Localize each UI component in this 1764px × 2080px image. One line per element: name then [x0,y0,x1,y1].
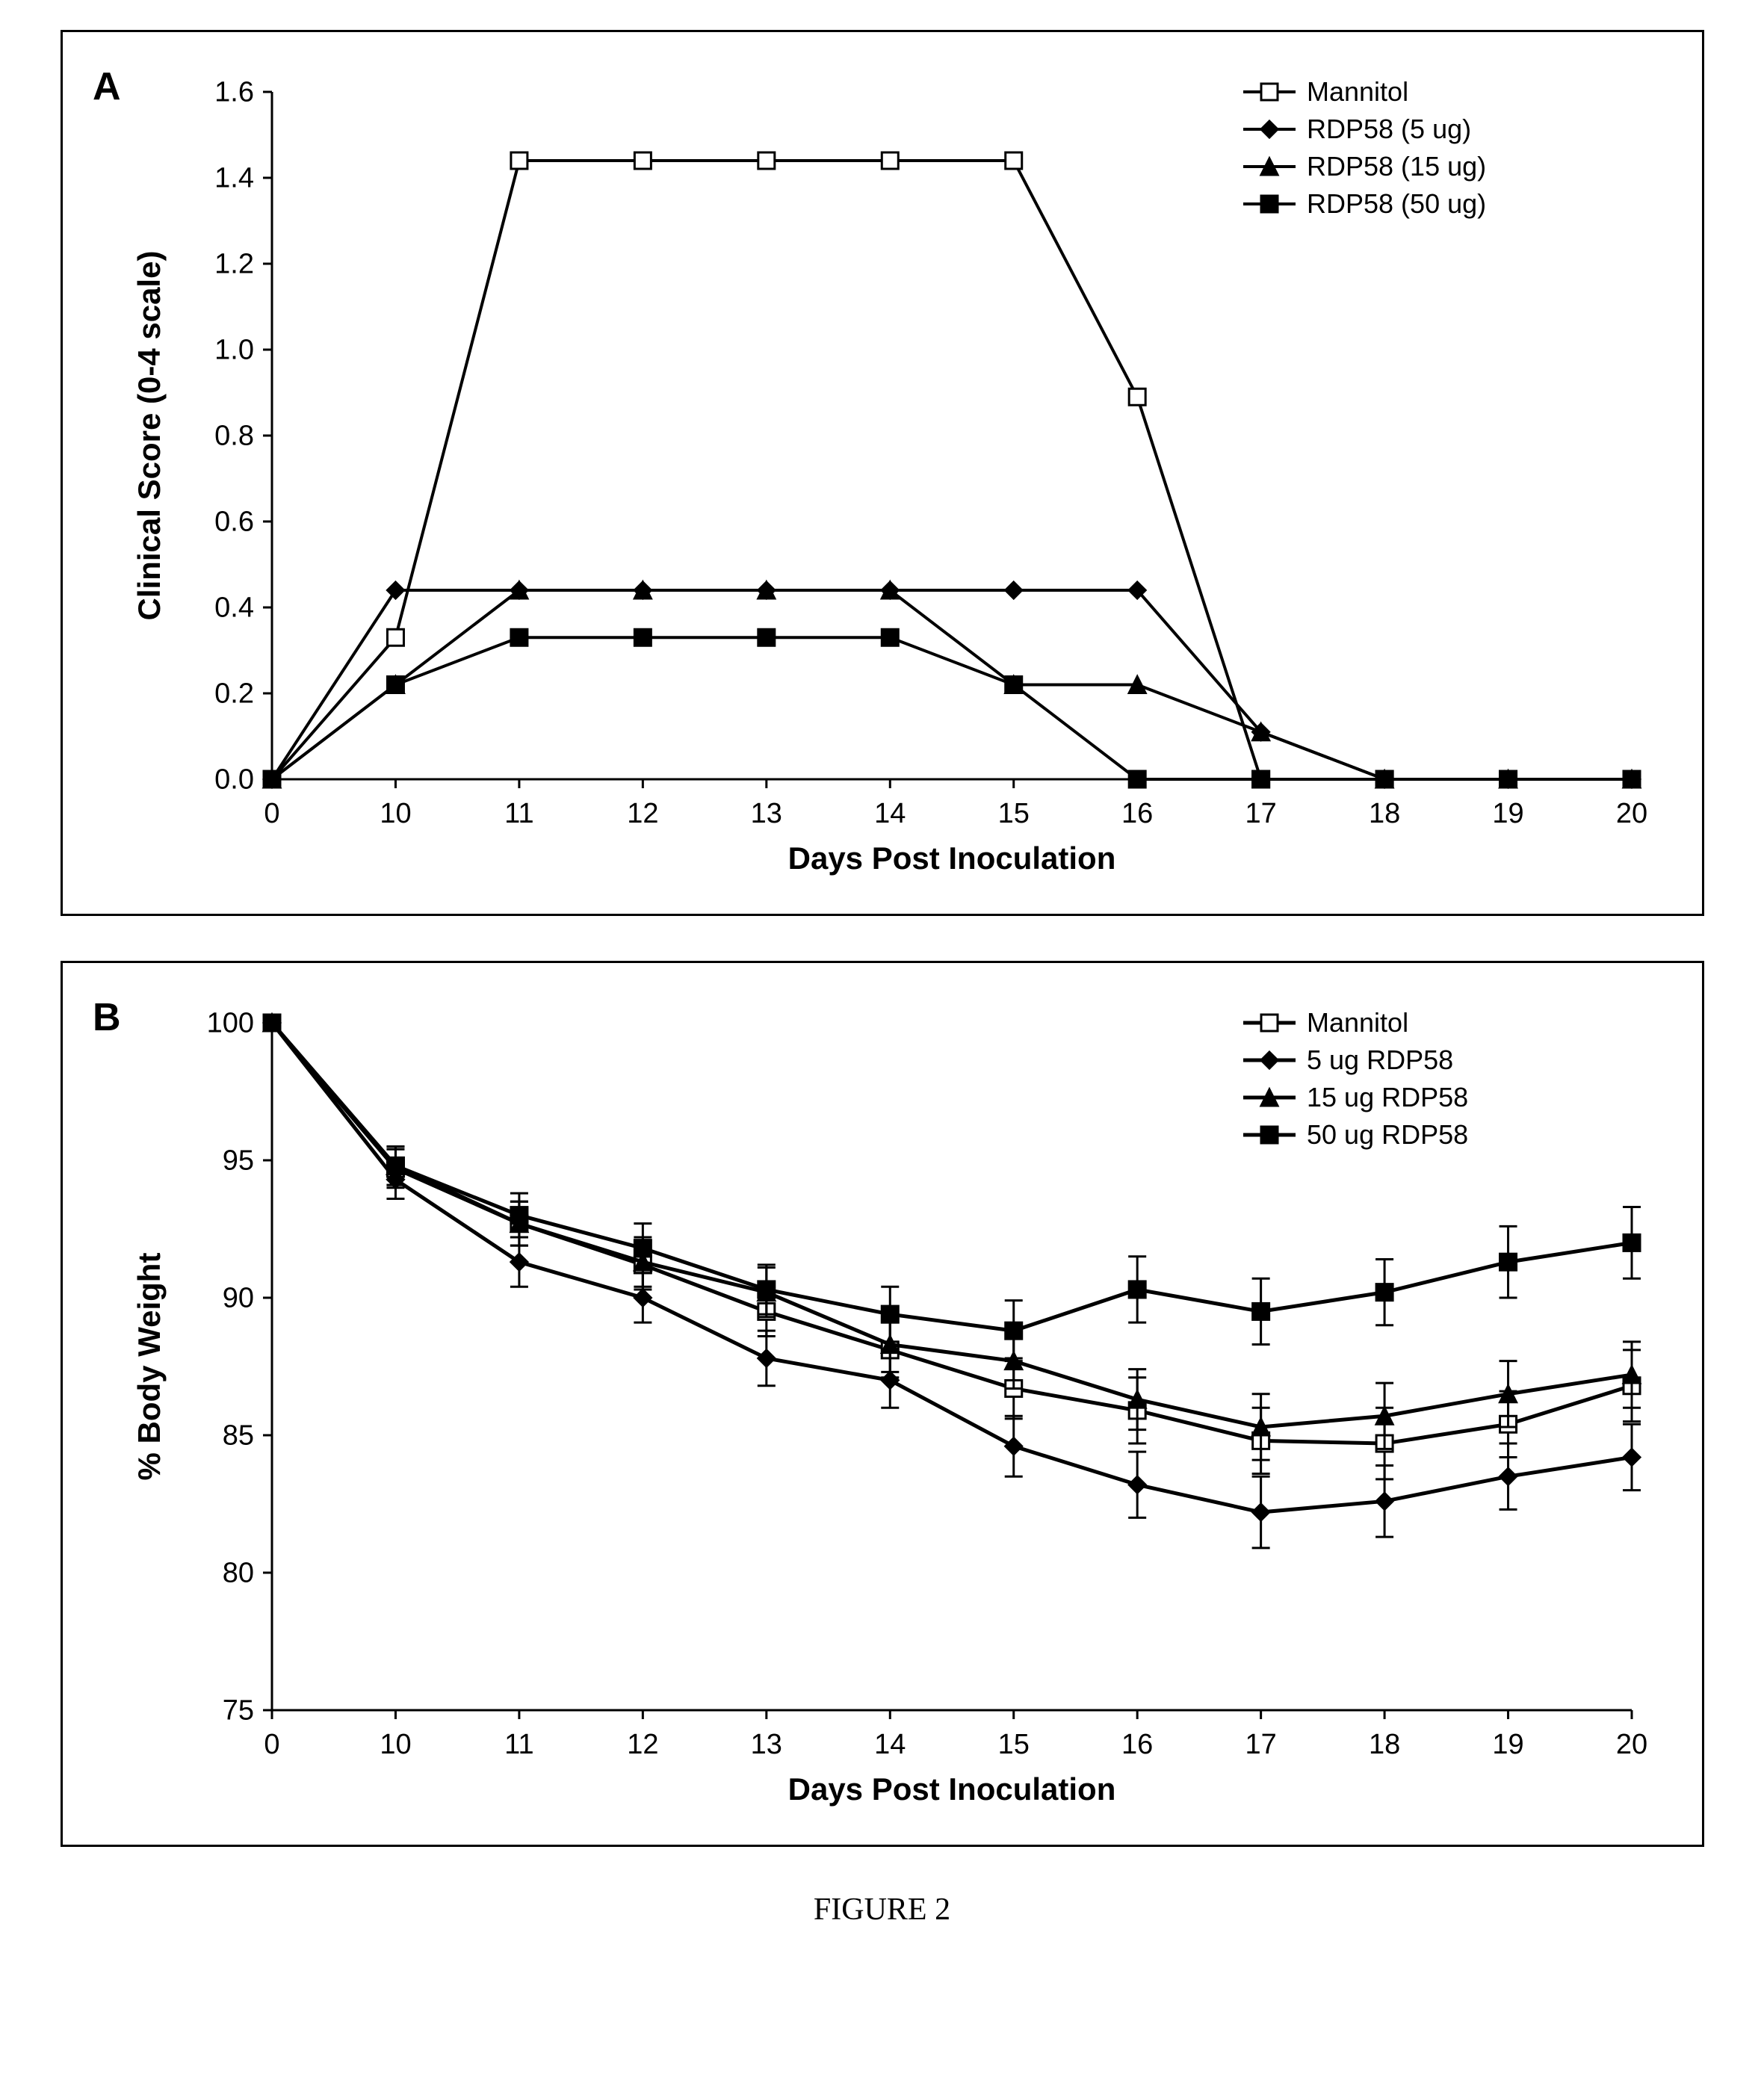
chart-a-svg: A 0.0 0.2 0.4 0.6 0.8 1.0 1.2 1.4 1.6 0 10 11 12 13 14 1… [63,32,1692,914]
svg-text:1.6: 1.6 [214,77,254,108]
svg-text:RDP58 (5 ug): RDP58 (5 ug) [1307,114,1471,144]
svg-text:5 ug RDP58: 5 ug RDP58 [1307,1044,1453,1075]
svg-text:19: 19 [1492,1729,1523,1760]
panel-a: A 0.0 0.2 0.4 0.6 0.8 1.0 1.2 1.4 1.6 0 10 11 12 13 14 1… [61,30,1704,916]
svg-text:15 ug RDP58: 15 ug RDP58 [1307,1082,1468,1112]
svg-text:13: 13 [750,1729,782,1760]
svg-text:0.0: 0.0 [214,764,254,796]
svg-text:% Body Weight: % Body Weight [131,1253,167,1481]
svg-text:0: 0 [264,798,279,829]
svg-text:0: 0 [264,1729,279,1760]
svg-text:100: 100 [206,1008,253,1039]
svg-text:0.2: 0.2 [214,678,254,710]
svg-text:1.4: 1.4 [214,163,254,194]
svg-text:RDP58 (15 ug): RDP58 (15 ug) [1307,151,1486,182]
svg-text:Mannitol: Mannitol [1307,76,1408,107]
svg-text:17: 17 [1245,798,1276,829]
svg-text:75: 75 [222,1695,253,1727]
svg-text:1.2: 1.2 [214,249,254,280]
svg-text:15: 15 [997,798,1029,829]
svg-text:0.8: 0.8 [214,421,254,452]
svg-text:10: 10 [380,798,411,829]
svg-text:80: 80 [222,1558,253,1589]
svg-text:14: 14 [874,798,906,829]
figure-caption: FIGURE 2 [61,1892,1704,1928]
svg-text:Clinical Score (0-4 scale): Clinical Score (0-4 scale) [131,251,167,621]
svg-text:11: 11 [504,1729,533,1760]
figure-container: A 0.0 0.2 0.4 0.6 0.8 1.0 1.2 1.4 1.6 0 10 11 12 13 14 1… [61,30,1704,1928]
svg-text:14: 14 [874,1729,906,1760]
svg-text:85: 85 [222,1420,253,1452]
svg-text:Mannitol: Mannitol [1307,1007,1408,1038]
svg-text:15: 15 [997,1729,1029,1760]
svg-text:18: 18 [1368,1729,1399,1760]
svg-text:Days Post Inoculation: Days Post Inoculation [787,1771,1115,1807]
svg-text:A: A [93,65,121,108]
svg-text:12: 12 [627,1729,658,1760]
svg-text:17: 17 [1245,1729,1276,1760]
svg-text:16: 16 [1121,798,1153,829]
svg-text:RDP58 (50 ug): RDP58 (50 ug) [1307,188,1486,219]
chart-b-svg: B 75 80 85 90 95 100 0 10 11 12 13 14 15 16 17 18 19 20 Day… [63,963,1692,1845]
svg-text:0.4: 0.4 [214,592,254,624]
svg-text:10: 10 [380,1729,411,1760]
svg-text:12: 12 [627,798,658,829]
svg-text:11: 11 [504,798,533,829]
svg-text:1.0: 1.0 [214,335,254,366]
panel-b: B 75 80 85 90 95 100 0 10 11 12 13 14 15 16 17 18 19 20 Day… [61,961,1704,1847]
svg-text:95: 95 [222,1145,253,1177]
svg-text:Days Post Inoculation: Days Post Inoculation [787,841,1115,876]
svg-text:90: 90 [222,1283,253,1314]
svg-text:16: 16 [1121,1729,1153,1760]
svg-text:13: 13 [750,798,782,829]
svg-text:50 ug RDP58: 50 ug RDP58 [1307,1119,1468,1150]
svg-text:20: 20 [1615,798,1647,829]
svg-text:0.6: 0.6 [214,507,254,538]
svg-text:19: 19 [1492,798,1523,829]
svg-text:B: B [93,996,121,1039]
svg-text:18: 18 [1368,798,1399,829]
svg-text:20: 20 [1615,1729,1647,1760]
